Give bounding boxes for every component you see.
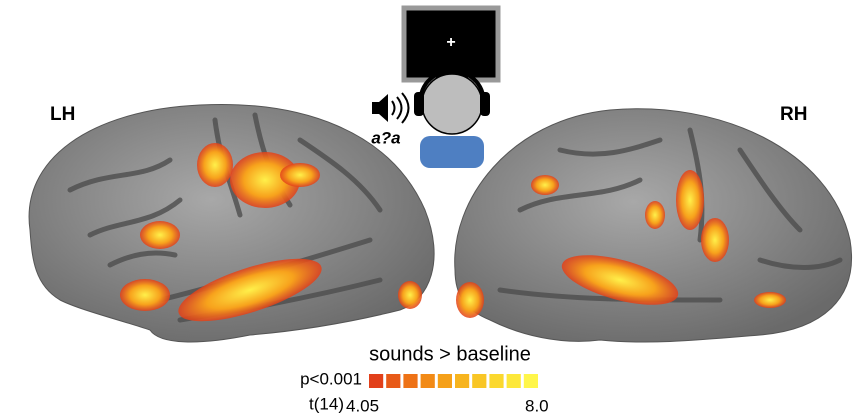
colorbar-max: 8.0 — [525, 396, 549, 415]
colorbar-swatch — [524, 374, 538, 388]
colorbar-title: sounds > baseline — [369, 343, 531, 365]
colorbar-swatch — [386, 374, 400, 388]
colorbar: sounds > baseline p<0.001 t(14) 4.05 8.0 — [300, 343, 549, 415]
sound-label: a?a — [371, 128, 400, 147]
stat-label: t(14) — [309, 394, 344, 413]
right-brain — [455, 109, 852, 342]
colorbar-swatch — [455, 374, 469, 388]
stimulus-setup: + a?a — [371, 8, 498, 168]
colorbar-swatch — [489, 374, 503, 388]
colorbar-swatch — [421, 374, 435, 388]
hemisphere-label: RH — [780, 104, 807, 125]
colorbar-swatch — [369, 374, 383, 388]
colorbar-swatch — [507, 374, 521, 388]
colorbar-min: 4.05 — [346, 396, 379, 415]
hemisphere-label: LH — [50, 104, 75, 125]
figure: + a?a LH RH sounds > baseline p<0.001 t(… — [0, 0, 864, 418]
threshold: p<0.001 — [300, 369, 362, 388]
colorbar-swatch — [438, 374, 452, 388]
colorbar-swatch — [472, 374, 486, 388]
fixation-cross: + — [446, 34, 455, 51]
colorbar-swatch — [403, 374, 417, 388]
